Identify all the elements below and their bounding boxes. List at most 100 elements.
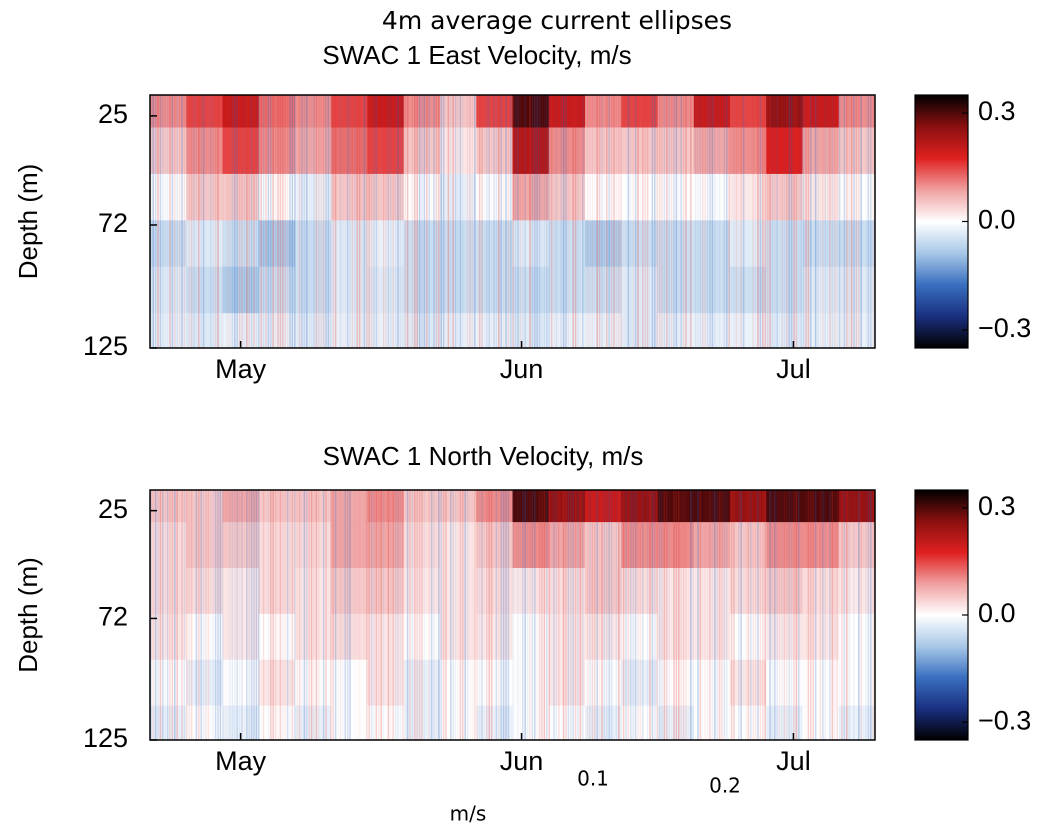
texture-stripe [520,490,522,740]
texture-stripe [464,95,466,348]
colorbar [915,95,968,348]
texture-stripe [656,490,658,740]
panel-title: SWAC 1 East Velocity, m/s [322,40,631,70]
panel-title: SWAC 1 North Velocity, m/s [323,441,644,471]
y-tick-label: 72 [98,208,128,238]
texture-stripe [750,95,752,348]
texture-stripe [868,95,870,348]
texture-stripe [584,95,586,348]
texture-stripe [572,95,574,348]
texture-stripe [611,490,613,740]
texture-stripe [217,95,219,348]
texture-stripe [642,490,644,740]
texture-stripe [474,490,476,740]
texture-stripe [313,95,315,348]
texture-stripe [224,95,226,348]
texture-stripe [805,95,807,348]
texture-stripe [306,95,308,348]
texture-stripe [827,95,829,348]
texture-stripe [541,490,543,740]
texture-stripe [188,490,190,740]
texture-stripe [688,490,690,740]
texture-stripe [409,95,411,348]
texture-stripe [560,95,562,348]
texture-stripe [815,95,817,348]
y-tick-label: 72 [98,602,128,632]
figure: 4m average current ellipses 0.1 0.2 m/s … [0,0,1043,826]
texture-stripe [551,490,553,740]
texture-stripe [803,95,805,348]
texture-stripe [352,95,354,348]
texture-stripe [222,490,224,740]
texture-stripe [289,95,291,348]
texture-stripe [582,490,584,740]
texture-stripe [155,95,157,348]
texture-stripe [757,490,759,740]
texture-stripe [227,490,229,740]
texture-stripe [558,490,560,740]
texture-stripe [719,490,721,740]
texture-stripe [467,490,469,740]
texture-stripe [179,490,181,740]
texture-stripe [640,95,642,348]
texture-stripe [860,490,862,740]
texture-stripe [676,95,678,348]
texture-stripe [776,490,778,740]
texture-stripe [659,95,661,348]
texture-stripe [870,95,872,348]
x-tick-label: Jun [500,746,544,776]
texture-stripe [416,490,418,740]
texture-stripe [354,490,356,740]
texture-stripe [258,490,260,740]
texture-stripe [630,95,632,348]
texture-stripe [335,95,337,348]
texture-stripe [488,490,490,740]
texture-stripe [287,95,289,348]
texture-stripe [438,490,440,740]
texture-stripe [798,490,800,740]
texture-stripe [625,95,627,348]
texture-stripe [251,95,253,348]
texture-stripe [186,490,188,740]
texture-stripe [580,95,582,348]
texture-stripe [769,95,771,348]
texture-stripe [556,490,558,740]
texture-stripe [563,490,565,740]
texture-stripe [661,490,663,740]
texture-stripe [342,490,344,740]
texture-stripe [508,490,510,740]
texture-stripe [203,95,205,348]
texture-stripe [776,95,778,348]
texture-stripe [803,490,805,740]
texture-stripe [512,490,514,740]
texture-stripe [320,95,322,348]
texture-stripe [510,95,512,348]
texture-stripe [623,490,625,740]
y-axis-label: Depth (m) [13,557,43,673]
colorbar-tick-label: 0.0 [978,598,1016,628]
texture-stripe [539,490,541,740]
texture-stripe [378,490,380,740]
texture-stripe [750,490,752,740]
texture-stripe [824,95,826,348]
texture-stripe [378,95,380,348]
texture-stripe [469,95,471,348]
texture-stripe [577,95,579,348]
texture-stripe [181,490,183,740]
texture-stripe [457,95,459,348]
texture-stripe [592,95,594,348]
texture-stripe [404,95,406,348]
texture-stripe [839,490,841,740]
texture-stripe [443,490,445,740]
texture-stripe [352,490,354,740]
texture-stripe [301,490,303,740]
texture-stripe [829,490,831,740]
texture-stripe [664,490,666,740]
texture-stripe [604,490,606,740]
texture-stripe [256,95,258,348]
texture-stripe [366,95,368,348]
texture-stripe [546,95,548,348]
texture-stripe [426,490,428,740]
texture-stripe [428,490,430,740]
texture-stripe [851,95,853,348]
